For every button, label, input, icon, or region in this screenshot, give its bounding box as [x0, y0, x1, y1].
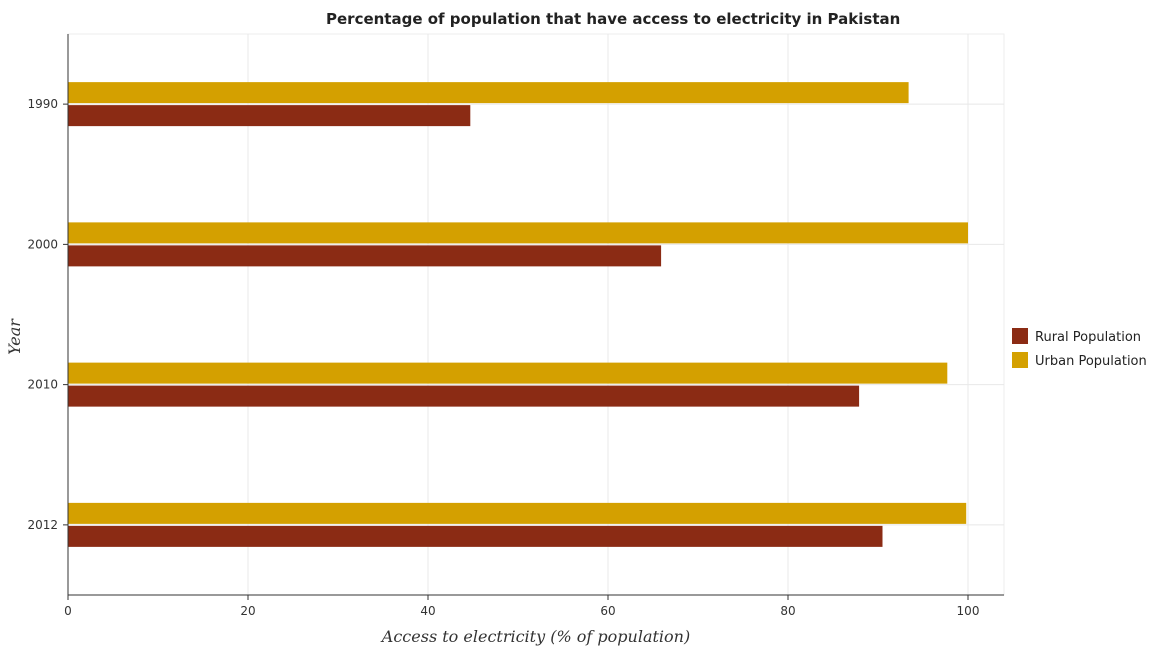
chart-title: Percentage of population that have acces… [326, 10, 900, 28]
x-tick-label: 20 [240, 604, 255, 618]
bar-rural-2000 [68, 245, 662, 267]
bar-urban-2012 [68, 502, 967, 524]
y-tick-label: 2012 [27, 518, 58, 532]
y-tick-label: 1990 [27, 97, 58, 111]
y-tick-label: 2010 [27, 378, 58, 392]
x-tick-label: 60 [600, 604, 615, 618]
bar-urban-1990 [68, 82, 909, 104]
gridlines [67, 33, 1005, 596]
x-tick-label: 40 [420, 604, 435, 618]
legend-swatch-rural [1012, 328, 1028, 344]
legend-label-rural: Rural Population [1035, 330, 1141, 345]
bar-rural-1990 [68, 105, 471, 127]
x-tick-label: 80 [780, 604, 795, 618]
x-axis-title: Access to electricity (% of population) [380, 627, 690, 646]
axes: 0 20 40 60 80 100 1990 2000 2010 2012 [27, 34, 1004, 618]
bar-rural-2012 [68, 525, 883, 547]
legend: Rural Population Urban Population [1012, 328, 1147, 369]
bar-rural-2010 [68, 385, 860, 407]
bar-urban-2000 [68, 222, 968, 244]
y-axis-title: Year [5, 318, 24, 355]
legend-swatch-urban [1012, 352, 1028, 368]
x-tick-label: 0 [64, 604, 72, 618]
x-tick-label: 100 [957, 604, 980, 618]
bars [68, 82, 968, 547]
y-tick-label: 2000 [27, 237, 58, 251]
plot-area [67, 33, 1005, 596]
legend-label-urban: Urban Population [1035, 354, 1147, 369]
bar-urban-2010 [68, 362, 948, 384]
